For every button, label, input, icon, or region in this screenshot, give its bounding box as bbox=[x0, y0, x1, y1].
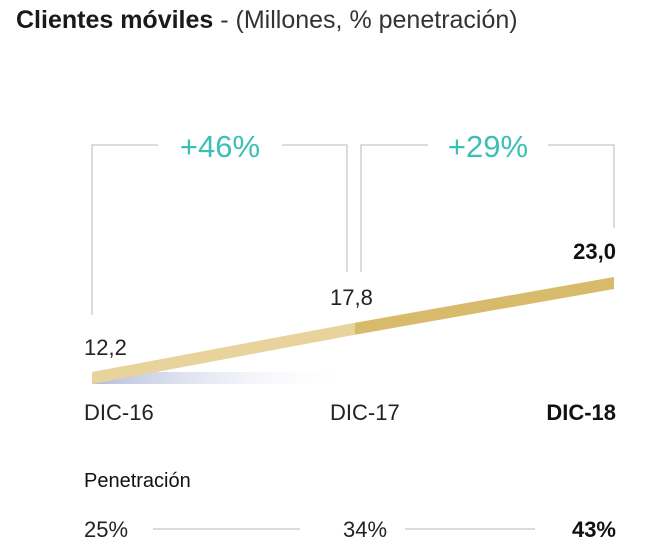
data-label: 12,2 bbox=[84, 335, 127, 360]
growth-bracket bbox=[282, 144, 348, 272]
x-tick-label: DIC-16 bbox=[84, 400, 154, 425]
data-label: 23,0 bbox=[573, 239, 616, 264]
penetration-value: 43% bbox=[572, 517, 616, 542]
band-segment bbox=[92, 322, 355, 384]
band-shadow bbox=[92, 372, 355, 384]
chart-subtitle: - (Millones, % penetración) bbox=[220, 6, 518, 34]
x-tick-label: DIC-17 bbox=[330, 400, 400, 425]
growth-bracket bbox=[548, 144, 615, 228]
penetration-value: 25% bbox=[84, 517, 128, 542]
chart-title-main: Clientes móviles bbox=[16, 6, 214, 34]
penetration-heading: Penetración bbox=[84, 470, 191, 492]
penetration-value: 34% bbox=[343, 517, 387, 542]
band-segment bbox=[355, 277, 614, 335]
chart-title: Clientes móviles - (Millones, % penetrac… bbox=[16, 6, 518, 35]
growth-bracket bbox=[91, 144, 158, 315]
growth-label: +29% bbox=[448, 129, 528, 164]
growth-label: +46% bbox=[180, 129, 260, 164]
data-label: 17,8 bbox=[330, 285, 373, 310]
x-tick-label: DIC-18 bbox=[546, 400, 616, 425]
growth-bracket bbox=[360, 144, 428, 272]
